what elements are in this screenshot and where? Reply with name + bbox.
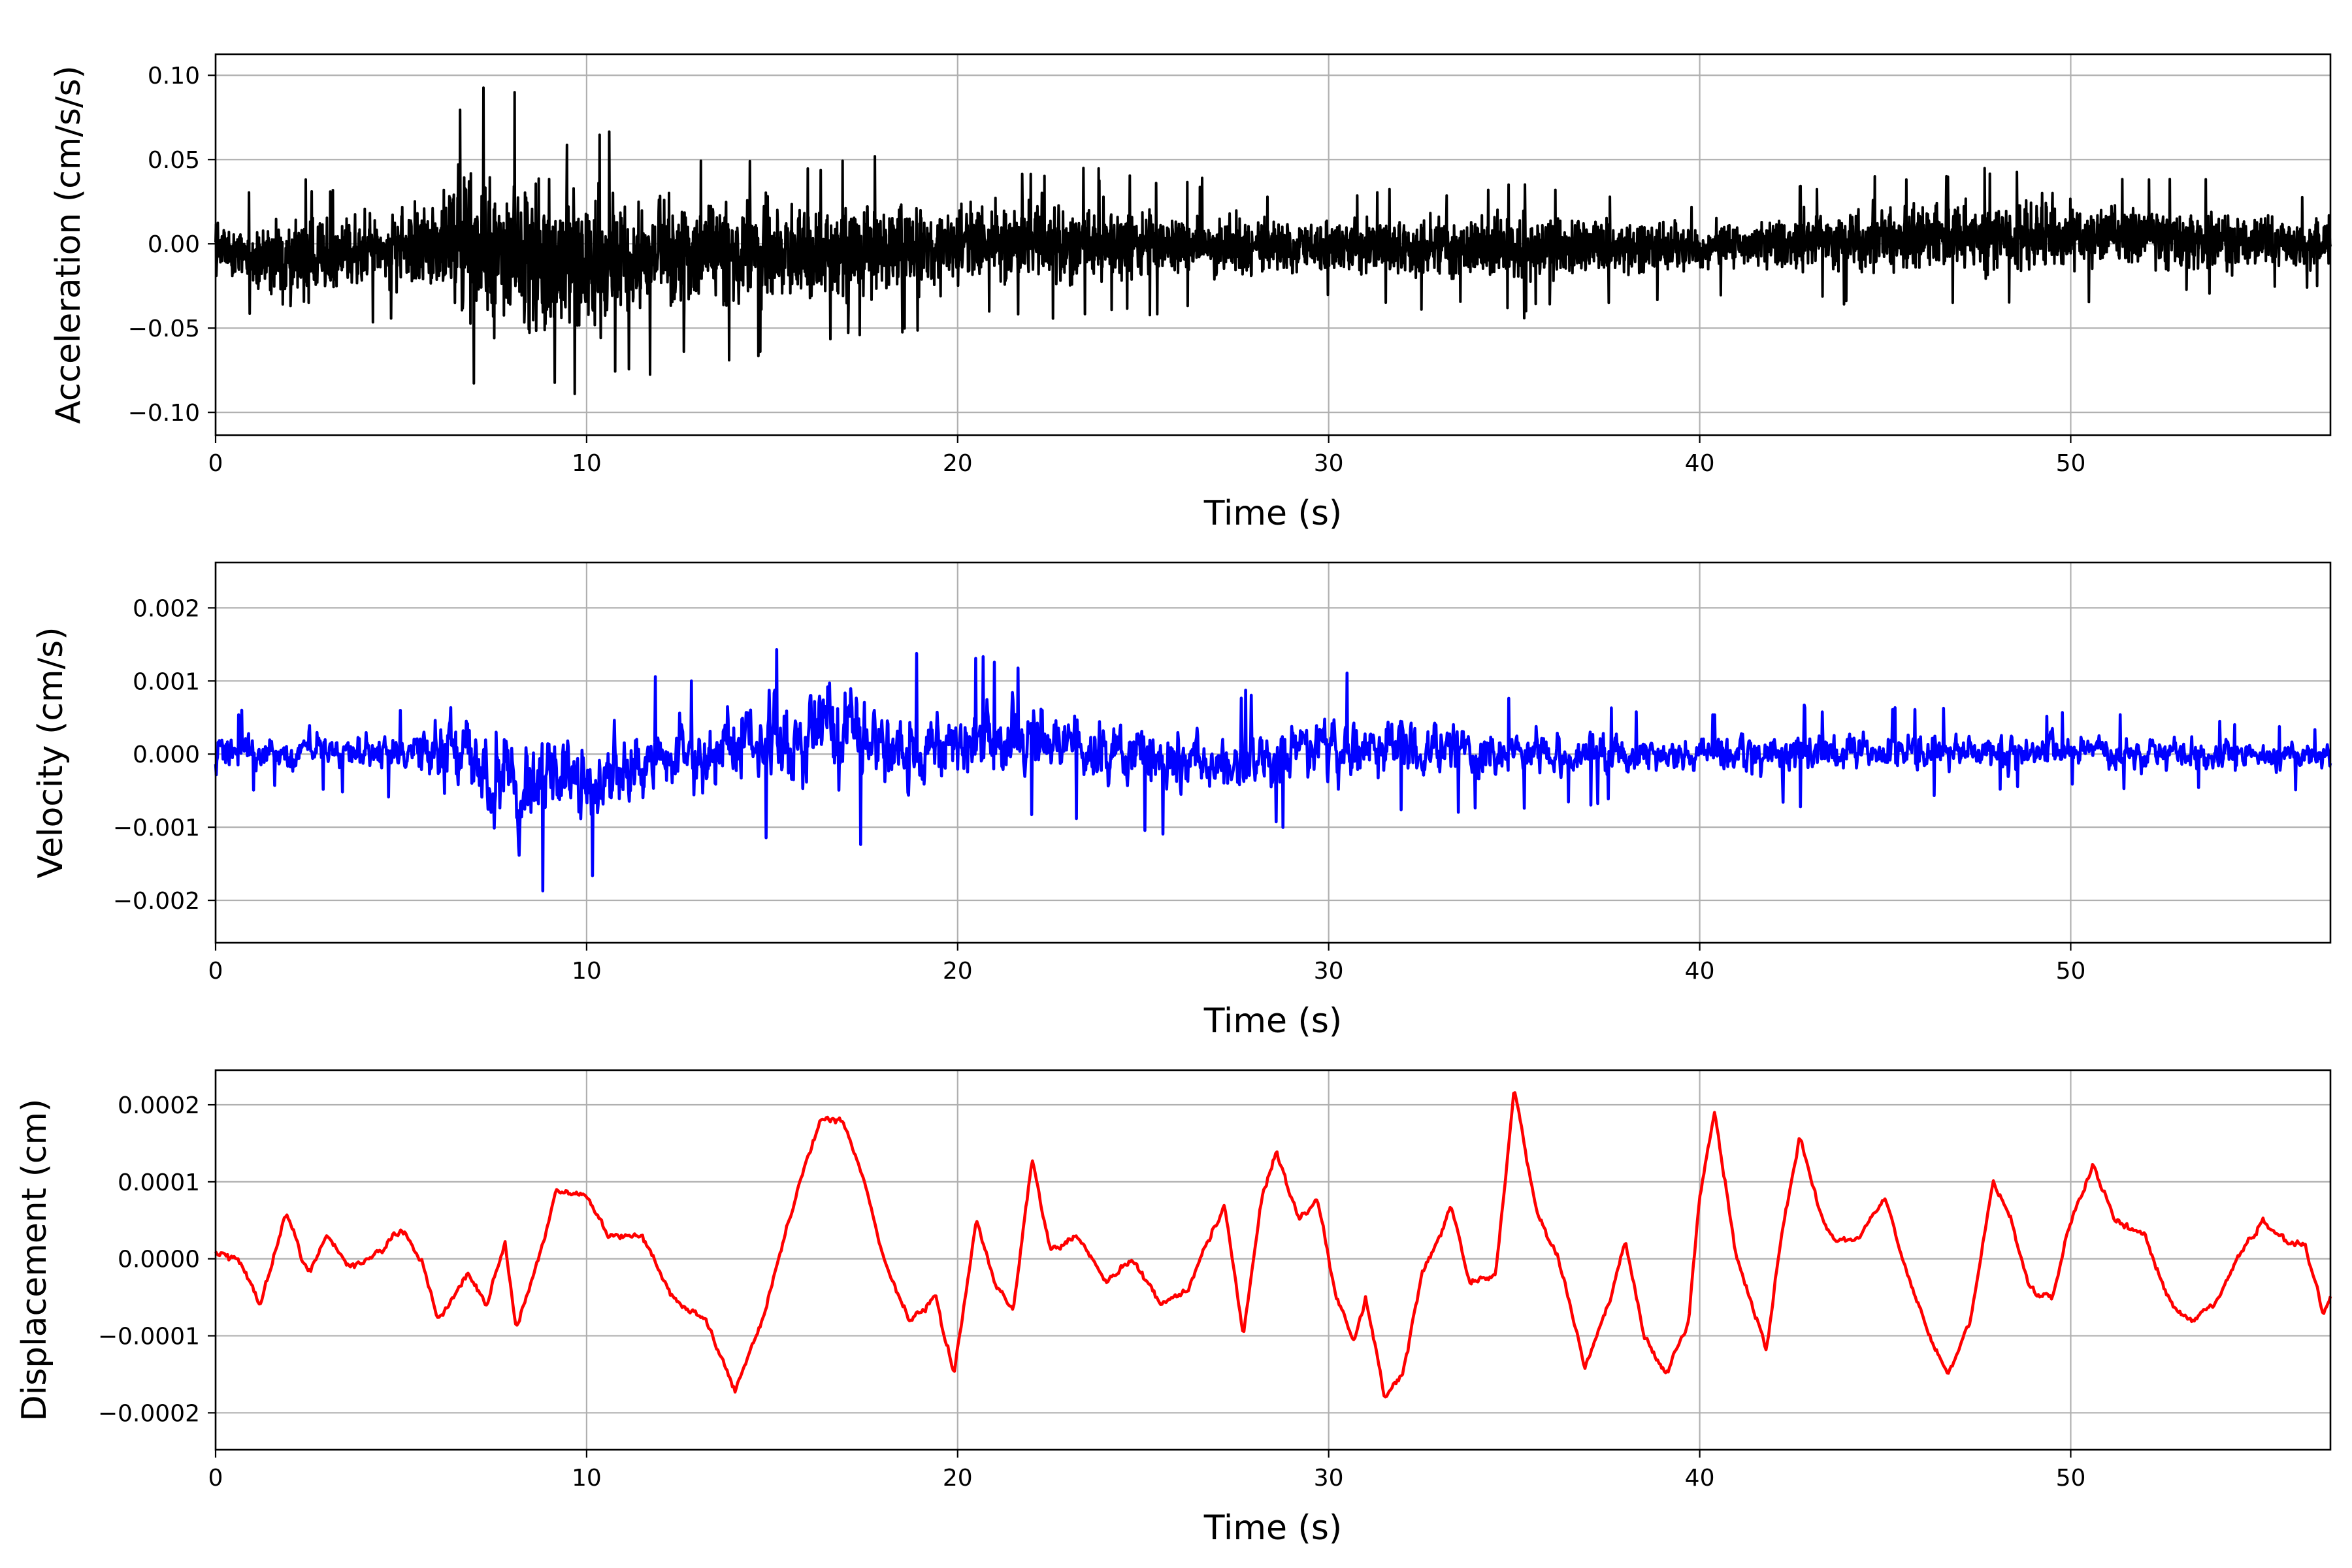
acceleration-y-tick-label: −0.10 xyxy=(128,400,200,427)
displacement-y-tick-label: 0.0002 xyxy=(118,1092,200,1119)
velocity-panel: 0 10 20 30 40 50 −0.002 −0.001 0.000 0.001 0.002 Ti… xyxy=(31,561,2332,1041)
velocity-x-tick-label: 30 xyxy=(1314,958,1344,985)
acceleration-x-tick-label: 20 xyxy=(943,450,973,477)
velocity-series-line xyxy=(214,648,2332,892)
acceleration-panel: 0 10 20 30 40 50 −0.10 −0.05 0.00 0.05 0.10 Time (s… xyxy=(49,53,2332,533)
velocity-x-tick-label: 10 xyxy=(572,958,602,985)
displacement-x-tick-label: 20 xyxy=(943,1465,973,1492)
displacement-x-tick-label: 10 xyxy=(572,1465,602,1492)
acceleration-x-tick-label: 40 xyxy=(1685,450,1715,477)
displacement-series-line xyxy=(214,1091,2332,1399)
acceleration-y-axis-label: Acceleration (cm/s/s) xyxy=(49,65,88,424)
velocity-y-tick-label: −0.002 xyxy=(113,888,200,915)
acceleration-x-tick-label: 10 xyxy=(572,450,602,477)
velocity-y-axis-label: Velocity (cm/s) xyxy=(31,627,71,879)
acceleration-x-tick-label: 30 xyxy=(1314,450,1344,477)
displacement-x-tick-label: 50 xyxy=(2056,1465,2086,1492)
displacement-panel: 0 10 20 30 40 50 −0.0002 −0.0001 0.0000 0.0001 0.0… xyxy=(15,1069,2332,1548)
acceleration-x-axis-label: Time (s) xyxy=(1203,494,1342,533)
displacement-y-tick-label: −0.0002 xyxy=(98,1400,200,1427)
displacement-y-axis-label: Displacement (cm) xyxy=(15,1099,54,1422)
velocity-y-tick-label: 0.001 xyxy=(133,668,200,695)
acceleration-y-tick-label: 0.10 xyxy=(148,63,200,90)
displacement-x-axis-label: Time (s) xyxy=(1203,1509,1342,1548)
displacement-x-tick-label: 0 xyxy=(208,1465,223,1492)
displacement-x-tick-label: 40 xyxy=(1685,1465,1715,1492)
velocity-x-tick-label: 0 xyxy=(208,958,223,985)
velocity-y-tick-label: −0.001 xyxy=(113,815,200,841)
displacement-y-tick-label: 0.0001 xyxy=(118,1169,200,1196)
velocity-x-tick-label: 20 xyxy=(943,958,973,985)
displacement-axes-frame xyxy=(214,1069,2332,1451)
acceleration-axes-frame xyxy=(214,53,2332,436)
displacement-x-tick-label: 30 xyxy=(1314,1465,1344,1492)
velocity-y-tick-label: 0.002 xyxy=(133,595,200,622)
acceleration-y-tick-label: −0.05 xyxy=(128,316,200,342)
acceleration-series-line xyxy=(214,86,2332,395)
velocity-axes-frame xyxy=(214,561,2332,944)
velocity-x-tick-label: 50 xyxy=(2056,958,2086,985)
displacement-y-tick-label: 0.0000 xyxy=(118,1247,200,1273)
acceleration-y-tick-label: 0.00 xyxy=(148,231,200,258)
displacement-y-tick-label: −0.0001 xyxy=(98,1324,200,1350)
acceleration-y-tick-label: 0.05 xyxy=(148,147,200,174)
velocity-x-tick-label: 40 xyxy=(1685,958,1715,985)
acceleration-x-tick-label: 0 xyxy=(208,450,223,477)
velocity-y-tick-label: 0.000 xyxy=(133,742,200,768)
velocity-x-axis-label: Time (s) xyxy=(1203,1002,1342,1041)
acceleration-x-tick-label: 50 xyxy=(2056,450,2086,477)
